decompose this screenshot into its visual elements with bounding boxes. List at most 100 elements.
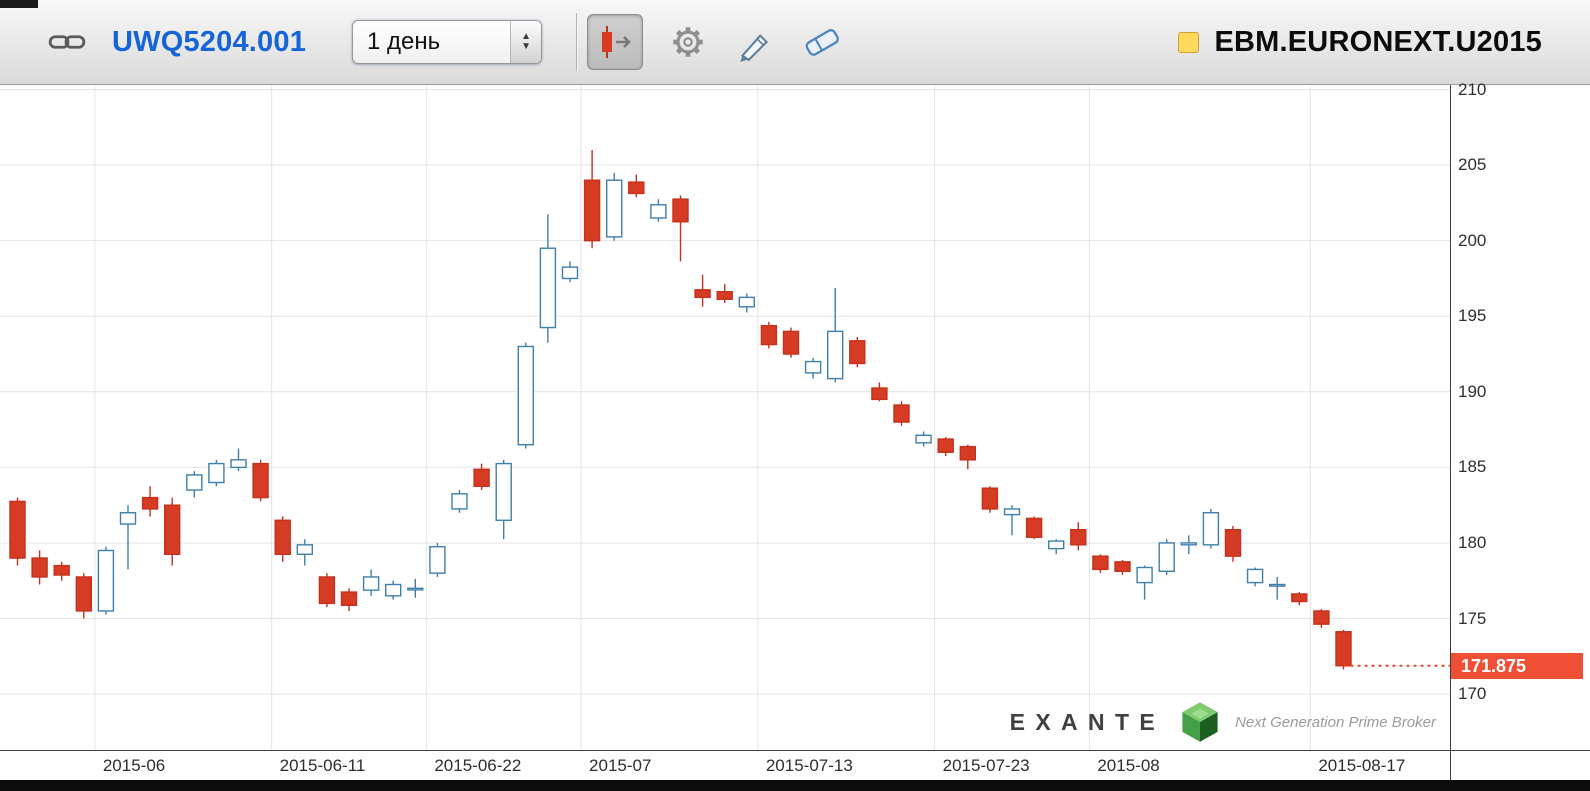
candle-body <box>318 576 336 605</box>
candle-body <box>1291 593 1308 603</box>
price-axis-label: 180 <box>1458 532 1487 552</box>
eraser-icon <box>805 29 839 56</box>
candle-body <box>539 247 557 329</box>
candle-body <box>1313 610 1330 625</box>
stepper-down-icon: ▼ <box>521 41 531 52</box>
stepper-up-icon: ▲ <box>521 31 531 42</box>
candle-body <box>937 438 954 453</box>
instrument-color-swatch[interactable] <box>1178 31 1200 53</box>
exante-logo-text: EXANTE <box>1009 708 1166 735</box>
candle-body <box>208 462 225 484</box>
candle-body <box>672 198 689 223</box>
time-axis-label: 2015-07-23 <box>942 756 1030 775</box>
candle-body <box>9 500 26 559</box>
candle-body <box>981 487 999 510</box>
price-axis-label: 190 <box>1458 381 1487 401</box>
candle-body <box>1158 542 1175 572</box>
candle-body <box>1136 566 1153 584</box>
candle-body <box>362 576 380 591</box>
candle-body <box>561 266 579 280</box>
candle-body <box>1092 555 1109 571</box>
time-axis-label: 2015-08-17 <box>1318 756 1406 775</box>
candle-body <box>340 591 358 606</box>
candle-body <box>716 290 733 300</box>
watermark: EXANTE Next Generation Prime Broker <box>1010 700 1436 744</box>
candle-body <box>871 387 888 401</box>
price-axis-label: 185 <box>1458 457 1487 477</box>
toolbar: UWQ5204.001 1 день ▲ ▼ <box>0 0 1590 85</box>
price-axis-label: 175 <box>1458 608 1487 628</box>
instrument-label: EBM.EURONEXT.U2015 <box>1214 25 1542 58</box>
bottom-window-bar <box>0 780 1590 791</box>
candle-body <box>1025 517 1043 538</box>
candle-body <box>1180 542 1198 546</box>
candle-body <box>473 468 490 487</box>
candle-body <box>1003 508 1021 516</box>
candle-body <box>75 576 93 612</box>
chain-link-icon <box>48 35 86 49</box>
candle-body <box>1114 561 1131 572</box>
candle-body <box>959 445 976 461</box>
candle-body <box>296 544 313 555</box>
settings-button[interactable] <box>666 20 710 64</box>
time-axis-line <box>0 750 1590 751</box>
time-axis-label: 2015-08 <box>1097 756 1160 775</box>
candle-body <box>451 493 468 510</box>
erase-button[interactable] <box>800 20 844 64</box>
candle-body <box>1202 512 1220 546</box>
time-axis-label: 2015-07 <box>589 756 652 775</box>
candle-body <box>186 474 203 491</box>
price-axis-label: 195 <box>1458 306 1487 326</box>
candle-body <box>517 345 534 446</box>
exante-gem-icon <box>1182 702 1218 742</box>
price-axis-label: 210 <box>1458 79 1487 99</box>
candle-body <box>1246 568 1264 584</box>
candle-body <box>804 360 822 374</box>
candle-body <box>628 181 645 195</box>
candle-body <box>694 289 711 299</box>
draw-button[interactable] <box>733 20 777 64</box>
gear-icon <box>673 27 703 57</box>
candle-body <box>583 179 601 242</box>
candle-body <box>230 459 247 469</box>
timeframe-select[interactable]: 1 день ▲ ▼ <box>352 20 543 64</box>
candle-body <box>760 324 778 346</box>
candle-body <box>782 330 800 355</box>
price-axis-label: 170 <box>1458 684 1487 704</box>
chart-id-label: UWQ5204.001 <box>112 25 307 58</box>
candle-body <box>1335 631 1352 667</box>
time-axis-label: 2015-06-22 <box>434 756 522 775</box>
candle-body <box>849 340 866 365</box>
candle-body <box>31 557 48 578</box>
candle-body <box>1224 529 1242 557</box>
candle-body <box>407 587 424 591</box>
stepper-arrows-icon[interactable]: ▲ ▼ <box>510 21 542 63</box>
time-axis-label: 2015-06-11 <box>279 756 366 775</box>
price-chart[interactable] <box>0 85 1450 750</box>
time-axis[interactable]: 2015-06 2015-06-11 2015-06-22 2015-07 2015-0… <box>0 751 1450 780</box>
window-corner-notch <box>0 0 38 8</box>
candle-body <box>385 583 402 597</box>
candle-body <box>650 204 667 219</box>
candle-body <box>738 296 755 308</box>
candle-body <box>141 496 159 510</box>
price-axis[interactable]: 171.875 170 175 180 185 190 195 200 205 210 <box>1450 80 1590 780</box>
chart-type-button[interactable] <box>587 14 644 70</box>
time-axis-label: 2015-07-13 <box>765 756 853 775</box>
time-axis-label: 2015-06 <box>102 756 166 775</box>
chart-area: EXANTE Next Generation Prime Broker <box>0 85 1450 750</box>
candlestick-arrow-icon <box>602 26 631 58</box>
candle-body <box>827 330 844 380</box>
candle-body <box>274 519 291 555</box>
candle-body <box>495 462 512 521</box>
candle-body <box>429 546 446 574</box>
candle-body <box>1047 540 1065 550</box>
price-axis-label: 200 <box>1458 230 1487 250</box>
toolbar-divider <box>576 13 579 71</box>
last-price-tag: 171.875 <box>1451 652 1583 679</box>
candle-body <box>252 462 269 499</box>
link-button[interactable] <box>48 31 86 53</box>
timeframe-value: 1 день <box>367 28 441 55</box>
candle-body <box>1268 583 1286 587</box>
